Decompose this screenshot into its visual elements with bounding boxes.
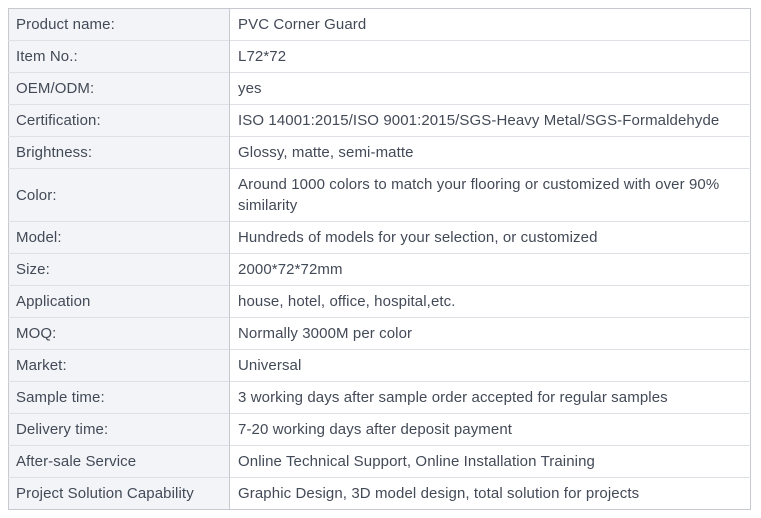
spec-value: PVC Corner Guard <box>229 8 751 41</box>
spec-value: Online Technical Support, Online Install… <box>229 445 751 478</box>
table-row: Market: Universal <box>8 349 751 382</box>
spec-value: house, hotel, office, hospital,etc. <box>229 285 751 318</box>
table-row: Model: Hundreds of models for your selec… <box>8 221 751 254</box>
spec-label: Item No.: <box>8 40 230 73</box>
spec-value: Graphic Design, 3D model design, total s… <box>229 477 751 510</box>
spec-label: Market: <box>8 349 230 382</box>
table-row: Size: 2000*72*72mm <box>8 253 751 286</box>
spec-value: Normally 3000M per color <box>229 317 751 350</box>
spec-value: ISO 14001:2015/ISO 9001:2015/SGS-Heavy M… <box>229 104 751 137</box>
spec-value: Hundreds of models for your selection, o… <box>229 221 751 254</box>
spec-label: Delivery time: <box>8 413 230 446</box>
spec-table-body: Product name: PVC Corner Guard Item No.:… <box>8 8 751 510</box>
table-row: After-sale Service Online Technical Supp… <box>8 445 751 478</box>
table-row: Application house, hotel, office, hospit… <box>8 285 751 318</box>
spec-label: After-sale Service <box>8 445 230 478</box>
spec-label: MOQ: <box>8 317 230 350</box>
table-row: MOQ: Normally 3000M per color <box>8 317 751 350</box>
spec-label: Size: <box>8 253 230 286</box>
spec-value: yes <box>229 72 751 105</box>
table-row: Project Solution Capability Graphic Desi… <box>8 477 751 510</box>
spec-value: Around 1000 colors to match your floorin… <box>229 168 751 222</box>
spec-label: Model: <box>8 221 230 254</box>
table-row: Sample time: 3 working days after sample… <box>8 381 751 414</box>
spec-label: Product name: <box>8 8 230 41</box>
spec-label: Sample time: <box>8 381 230 414</box>
spec-label: Project Solution Capability <box>8 477 230 510</box>
spec-label: OEM/ODM: <box>8 72 230 105</box>
spec-value: L72*72 <box>229 40 751 73</box>
table-row: Certification: ISO 14001:2015/ISO 9001:2… <box>8 104 751 137</box>
spec-label: Color: <box>8 168 230 222</box>
table-row: Item No.: L72*72 <box>8 40 751 73</box>
product-spec-table: Product name: PVC Corner Guard Item No.:… <box>8 8 751 510</box>
spec-value: Glossy, matte, semi-matte <box>229 136 751 169</box>
spec-value: 7-20 working days after deposit payment <box>229 413 751 446</box>
table-row: Color: Around 1000 colors to match your … <box>8 168 751 222</box>
table-row: Brightness: Glossy, matte, semi-matte <box>8 136 751 169</box>
table-row: Product name: PVC Corner Guard <box>8 8 751 41</box>
table-row: Delivery time: 7-20 working days after d… <box>8 413 751 446</box>
spec-label: Certification: <box>8 104 230 137</box>
spec-label: Application <box>8 285 230 318</box>
spec-value: 3 working days after sample order accept… <box>229 381 751 414</box>
spec-value: Universal <box>229 349 751 382</box>
table-row: OEM/ODM: yes <box>8 72 751 105</box>
spec-value: 2000*72*72mm <box>229 253 751 286</box>
spec-label: Brightness: <box>8 136 230 169</box>
